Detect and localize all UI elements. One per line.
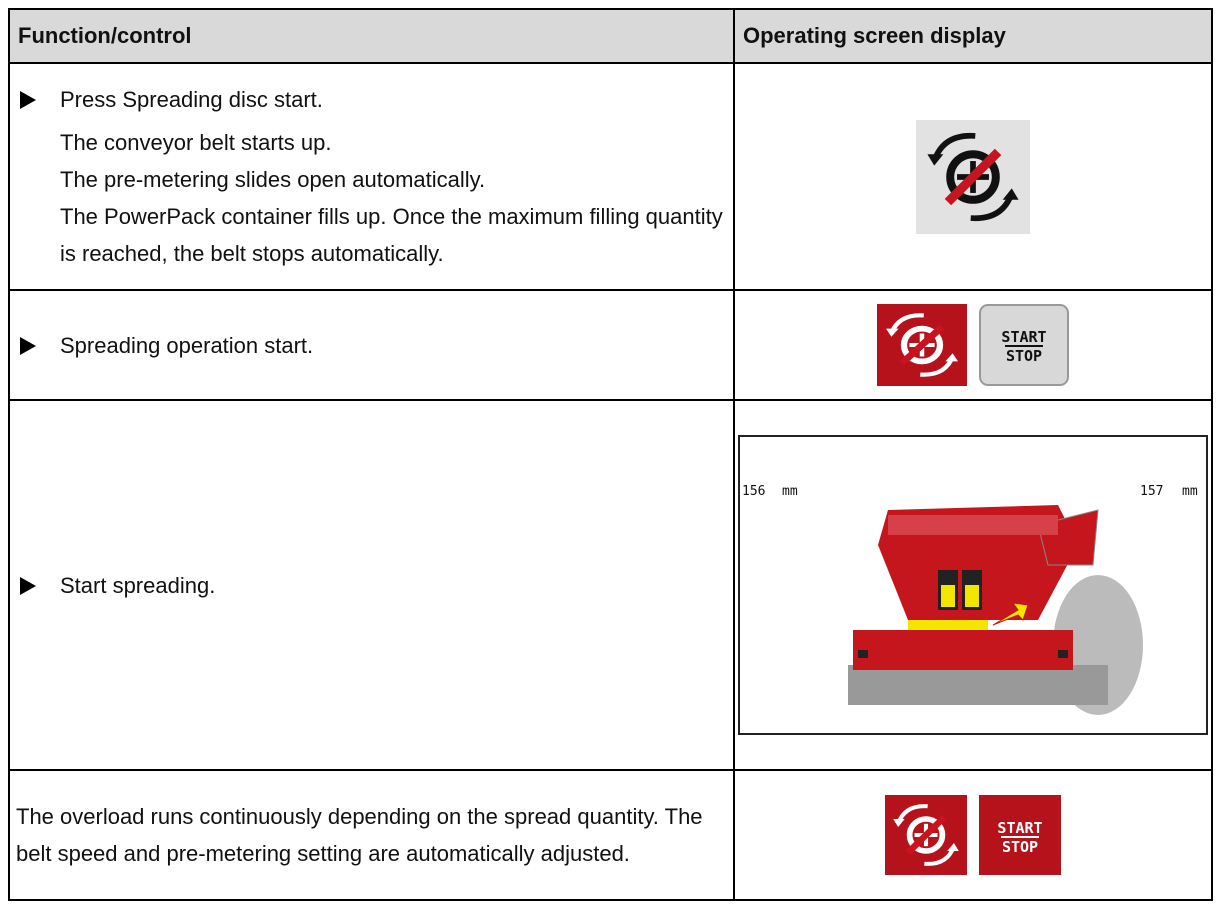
disc-start-icon [916,119,1030,234]
note: The overload runs continuously depending… [16,804,703,866]
button-label: STOP [1006,347,1042,365]
result: The conveyor belt starts up. [60,130,332,155]
display-cell [733,62,1213,291]
bullet [20,91,36,109]
bullet [20,576,36,595]
step: Spreading operation start. [60,332,314,358]
spreader-screen: 156 mm 157 mm [738,435,1208,735]
bullet [20,336,36,355]
display-cell: START STOP [733,769,1213,901]
button-label: START [1001,328,1046,346]
result: The PowerPack container fills up. Once t… [60,204,723,266]
step: Press Spreading disc start. [60,87,323,112]
screen-unit: mm [782,484,798,499]
screen-unit: mm [1182,484,1198,499]
start-stop-active: START STOP [979,795,1062,875]
start-stop-button: START STOP [979,304,1070,386]
text-cell: Spreading operation start. [8,289,735,401]
screen-value: 157 [1140,484,1163,499]
display-cell: START STOP [733,289,1213,401]
header-cell: Operating screen display [733,8,1213,64]
text-cell: The overload runs continuously depending… [8,769,735,901]
display-cell: 156 mm 157 mm [733,399,1213,771]
disc-active-icon [876,304,967,386]
disc-active-icon [884,795,967,875]
screen-value: 156 [742,484,765,499]
button-label: START [997,819,1042,837]
step: Start spreading. [60,572,216,598]
header-cell: Function/control [8,8,735,64]
result: The pre-metering slides open automatical… [60,167,486,192]
text-cell: Start spreading. [8,399,735,771]
function-table: Function/control Operating screen displa… [8,8,1213,901]
button-label: STOP [1002,838,1038,856]
text-cell: Press Spreading disc start. The conveyor… [8,62,735,291]
